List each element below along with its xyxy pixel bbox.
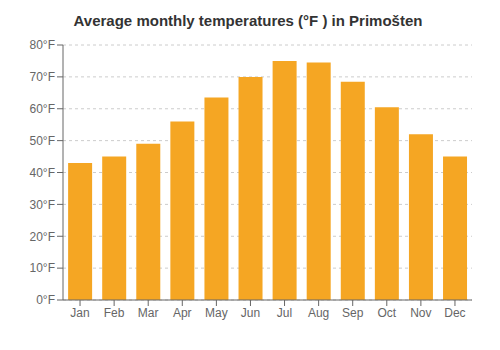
- svg-text:Mar: Mar: [138, 306, 159, 320]
- svg-text:Feb: Feb: [104, 306, 125, 320]
- svg-text:10°F: 10°F: [30, 261, 55, 275]
- svg-text:Jun: Jun: [241, 306, 260, 320]
- svg-text:20°F: 20°F: [30, 230, 55, 244]
- svg-text:Jul: Jul: [277, 306, 292, 320]
- svg-text:80°F: 80°F: [30, 38, 55, 52]
- svg-text:70°F: 70°F: [30, 70, 55, 84]
- svg-text:Sep: Sep: [342, 306, 364, 320]
- svg-text:30°F: 30°F: [30, 198, 55, 212]
- svg-text:May: May: [205, 306, 228, 320]
- html-text:Average monthly temperatures (: Average monthly temperatures (°F ) in Pr…: [73, 12, 423, 29]
- svg-text:Oct: Oct: [377, 306, 396, 320]
- svg-text:Aug: Aug: [308, 306, 329, 320]
- svg-text:Apr: Apr: [173, 306, 192, 320]
- svg-text:Nov: Nov: [410, 306, 431, 320]
- svg-text:0°F: 0°F: [36, 293, 55, 307]
- svg-text:Jan: Jan: [70, 306, 89, 320]
- svg-text:60°F: 60°F: [30, 102, 55, 116]
- svg-text:50°F: 50°F: [30, 134, 55, 148]
- svg-text:40°F: 40°F: [30, 166, 55, 180]
- svg-text:Dec: Dec: [444, 306, 465, 320]
